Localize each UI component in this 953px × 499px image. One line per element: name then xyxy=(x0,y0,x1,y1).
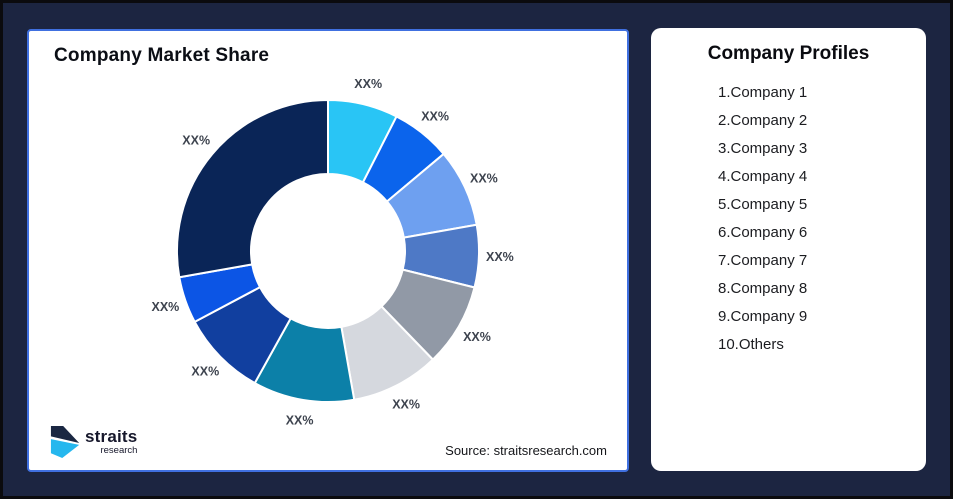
donut-segment-label-1: XX% xyxy=(354,77,382,91)
chart-title: Company Market Share xyxy=(54,45,270,66)
company-list-item: 2.Company 2 xyxy=(718,112,808,129)
company-list-item: 9.Company 9 xyxy=(718,308,808,325)
donut-segment-label-3: XX% xyxy=(470,171,498,185)
company-list-item: 10.Others xyxy=(718,336,784,353)
straits-logo-icon xyxy=(50,426,80,458)
company-list-item: 4.Company 4 xyxy=(718,168,808,185)
market-share-card: XX% XX% XX% XX% XX% XX% XX% XX% XX% XX% Company M… xyxy=(27,29,629,472)
company-list-item: 5.Company 5 xyxy=(718,196,808,213)
logo-chevron-cyan xyxy=(50,439,80,458)
donut-segment-label-10: XX% xyxy=(182,133,210,147)
company-list: 1.Company 1 2.Company 2 3.Company 3 4.Compa… xyxy=(718,79,926,359)
company-list-item: 7.Company 7 xyxy=(718,252,808,269)
donut-segment-label-8: XX% xyxy=(191,365,219,379)
logo-brand: straits xyxy=(85,427,138,446)
donut-chart: XX% XX% XX% XX% XX% XX% XX% XX% XX% XX% xyxy=(152,77,514,428)
profiles-title: Company Profiles xyxy=(707,43,870,64)
company-list-item: 3.Company 3 xyxy=(718,140,808,157)
source-note: Source: straitsresearch.com xyxy=(445,443,607,458)
donut-segment-label-6: XX% xyxy=(392,397,420,411)
logo-text: straits research xyxy=(85,428,137,456)
logo-chevron-navy xyxy=(50,426,80,443)
company-list-item: 6.Company 6 xyxy=(718,224,808,241)
donut-segment-label-2: XX% xyxy=(421,109,449,123)
donut-segment-label-5: XX% xyxy=(463,330,491,344)
company-list-item: 1.Company 1 xyxy=(718,84,808,101)
donut-segment-label-7: XX% xyxy=(286,414,314,428)
company-list-item: 8.Company 8 xyxy=(718,280,808,297)
straits-research-logo: straits research xyxy=(50,424,137,460)
donut-segment-label-4: XX% xyxy=(486,250,514,264)
company-profiles-card: Company Profiles 1.Company 1 2.Company 2 3… xyxy=(651,28,926,471)
donut-segment-10 xyxy=(176,99,329,279)
logo-subtitle: research xyxy=(100,445,138,456)
donut-segment-label-9: XX% xyxy=(152,300,180,314)
